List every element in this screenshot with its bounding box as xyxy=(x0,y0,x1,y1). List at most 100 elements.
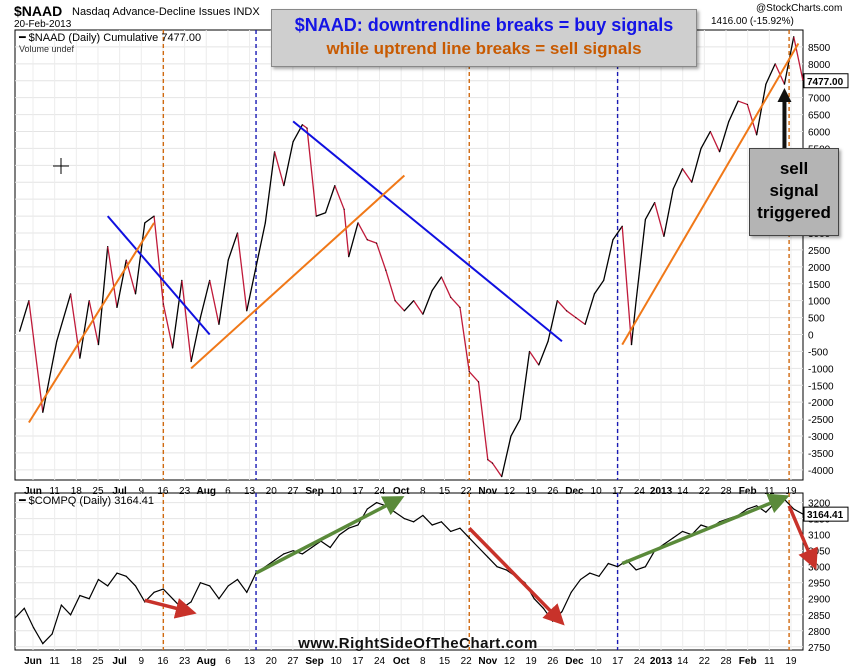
x-tick-label: 10 xyxy=(591,486,603,497)
data-point xyxy=(315,215,317,217)
series-segment xyxy=(746,104,758,136)
series-segment xyxy=(519,351,531,420)
series-segment xyxy=(56,293,72,342)
x-tick-label: 8 xyxy=(420,656,426,667)
series-segment xyxy=(718,121,730,152)
series-segment xyxy=(603,239,614,281)
x-tick-label: 6 xyxy=(225,656,231,667)
data-point xyxy=(199,316,202,319)
y-tick-label: 2500 xyxy=(808,246,831,257)
data-point xyxy=(783,498,786,501)
data-point xyxy=(746,508,748,510)
data-point xyxy=(561,610,563,613)
downtrend-line xyxy=(106,215,211,336)
series-segment xyxy=(413,300,424,315)
y-tick-label: -500 xyxy=(808,347,828,358)
series-segment xyxy=(190,317,202,362)
data-point xyxy=(579,578,582,581)
data-point xyxy=(42,642,44,645)
y-tick-label: 3000 xyxy=(808,563,831,574)
series-segment xyxy=(375,242,387,271)
x-tick-label: Feb xyxy=(739,656,757,667)
data-point xyxy=(501,476,503,478)
red-arrow xyxy=(144,598,197,619)
y-tick-label: 2850 xyxy=(808,611,831,622)
data-point xyxy=(607,562,609,565)
data-point xyxy=(42,411,44,413)
x-tick-label: Feb xyxy=(739,486,757,497)
x-tick-label: 13 xyxy=(244,486,256,497)
data-point xyxy=(88,598,90,600)
series-segment xyxy=(153,216,164,305)
x-tick-label: 10 xyxy=(331,656,343,667)
series-segment xyxy=(88,300,100,345)
series-segment xyxy=(357,222,368,241)
y-tick-label: -3500 xyxy=(808,449,834,460)
callout-line2: signal xyxy=(769,181,819,200)
y-tick-label: -1000 xyxy=(808,364,834,375)
data-point xyxy=(218,323,220,325)
uptrend-line xyxy=(190,174,406,370)
series-segment xyxy=(700,131,711,149)
x-tick-label: 17 xyxy=(352,656,364,667)
series-segment xyxy=(209,280,220,325)
data-point xyxy=(70,293,72,295)
data-point xyxy=(756,134,758,136)
series-segment xyxy=(348,222,359,257)
data-point xyxy=(528,350,531,353)
series-segment xyxy=(422,290,433,315)
data-point xyxy=(654,201,656,204)
data-point xyxy=(593,293,596,295)
data-point xyxy=(672,188,674,190)
x-tick-label: 24 xyxy=(374,486,386,497)
series-segment xyxy=(28,300,44,413)
panel-subtitle: Volume undef xyxy=(19,44,75,54)
data-point xyxy=(366,508,368,510)
series-segment xyxy=(765,63,776,85)
series-segment xyxy=(644,202,656,220)
data-point xyxy=(450,296,452,298)
y-tick-label: 1000 xyxy=(808,297,831,308)
series-segment xyxy=(709,131,721,153)
data-point xyxy=(162,588,164,590)
series-segment xyxy=(538,341,549,366)
x-tick-label: 19 xyxy=(785,656,797,667)
series-segment xyxy=(403,300,415,312)
data-point xyxy=(236,578,239,581)
watermark: www.RightSideOfTheChart.com xyxy=(298,635,538,652)
data-point xyxy=(672,537,674,539)
data-point xyxy=(681,530,684,533)
x-tick-label: 14 xyxy=(677,486,689,497)
x-tick-label: 12 xyxy=(504,656,516,667)
y-tick-label: 500 xyxy=(808,314,825,325)
series-segment xyxy=(394,300,405,312)
data-point xyxy=(324,212,327,214)
data-point xyxy=(621,225,623,227)
data-point xyxy=(338,534,341,536)
series-line xyxy=(14,498,804,645)
brand-label: @StockCharts.com xyxy=(756,3,842,14)
data-point xyxy=(97,578,100,581)
data-point xyxy=(28,300,30,302)
data-point xyxy=(756,505,758,507)
data-point xyxy=(746,103,748,106)
data-point xyxy=(172,347,174,349)
x-tick-label: 17 xyxy=(352,486,364,497)
chart-date: 20-Feb-2013 xyxy=(14,19,72,30)
x-tick-label: 10 xyxy=(331,486,343,497)
series-segment xyxy=(334,185,345,210)
panel-frame xyxy=(14,492,804,651)
data-point xyxy=(700,147,702,150)
series-segment xyxy=(491,462,503,477)
data-point xyxy=(56,340,58,342)
data-point xyxy=(505,569,507,571)
series-segment xyxy=(144,215,155,224)
y-tick-label: 6000 xyxy=(808,128,831,139)
x-tick-label: 19 xyxy=(526,656,538,667)
y-tick-label: 0 xyxy=(808,331,814,342)
data-point xyxy=(153,591,155,593)
x-tick-label: 17 xyxy=(612,486,624,497)
x-tick-label: Dec xyxy=(565,656,584,667)
x-tick-label: 20 xyxy=(266,656,278,667)
top-panel: -4000 -3500 -3000 -2500 -2000 -1500 -1000 -500 0… xyxy=(14,29,849,497)
